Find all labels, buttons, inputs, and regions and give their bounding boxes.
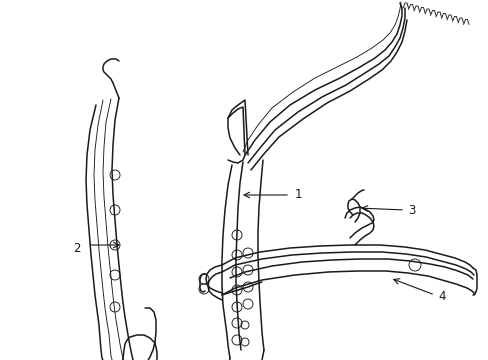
Text: 1: 1 (294, 189, 302, 202)
Text: 2: 2 (73, 242, 81, 255)
Text: 4: 4 (437, 289, 445, 302)
Text: 3: 3 (407, 203, 414, 216)
